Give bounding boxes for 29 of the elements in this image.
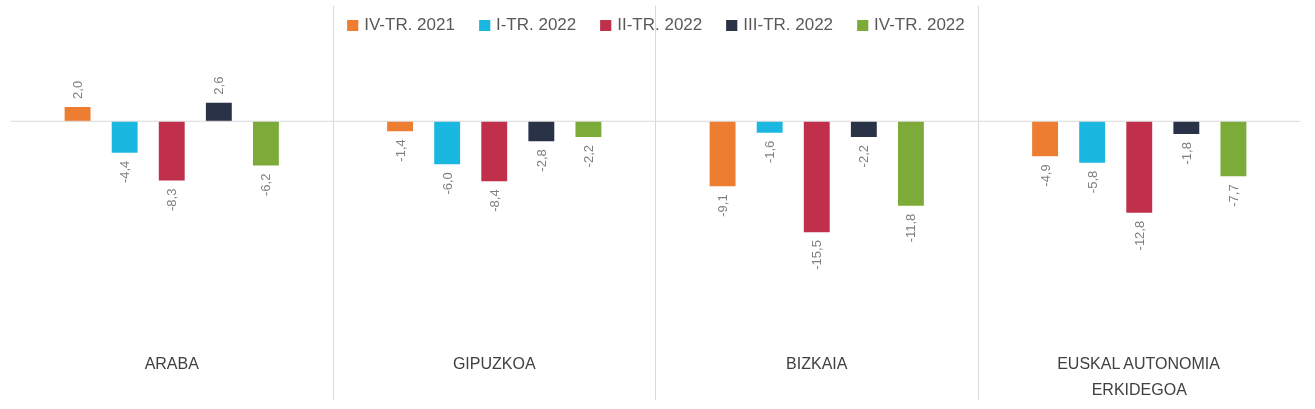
data-label: -1,8 [1178,142,1194,165]
data-label: -2,2 [580,144,596,168]
data-label: -1,4 [392,139,408,162]
data-label: -12,8 [1131,220,1147,251]
legend-label: III-TR. 2022 [743,15,834,35]
data-label: -5,8 [1084,170,1100,194]
data-label: -9,1 [715,194,731,217]
data-label: 2,6 [211,76,227,95]
x-tick-label: GIPUZKOA [452,355,536,373]
legend-label: IV-TR. 2022 [874,15,965,35]
legend-label: I-TR. 2022 [495,15,577,35]
x-tick-label: ARABA [144,355,200,373]
data-label: -2,8 [533,149,549,172]
data-label: -6,2 [258,173,274,196]
data-label: -8,4 [486,189,502,212]
data-label: 2,0 [70,80,86,99]
data-label: -4,9 [1037,164,1053,187]
data-label: -6,0 [439,172,455,195]
data-label: -15,5 [809,240,825,270]
data-label: -8,3 [164,188,180,212]
data-label: -2,2 [856,144,872,168]
data-label: -1,6 [762,140,778,164]
legend-label: IV-TR. 2021 [364,15,455,35]
data-label: -4,4 [117,160,133,184]
data-label: -11,8 [903,213,919,243]
x-tick-label: BIZKAIA [786,355,848,373]
legend-label: II-TR. 2022 [617,15,703,35]
data-label: -7,7 [1225,184,1241,207]
x-tick-label: EUSKAL AUTONOMIA ERKIDEGOA [1057,355,1221,399]
